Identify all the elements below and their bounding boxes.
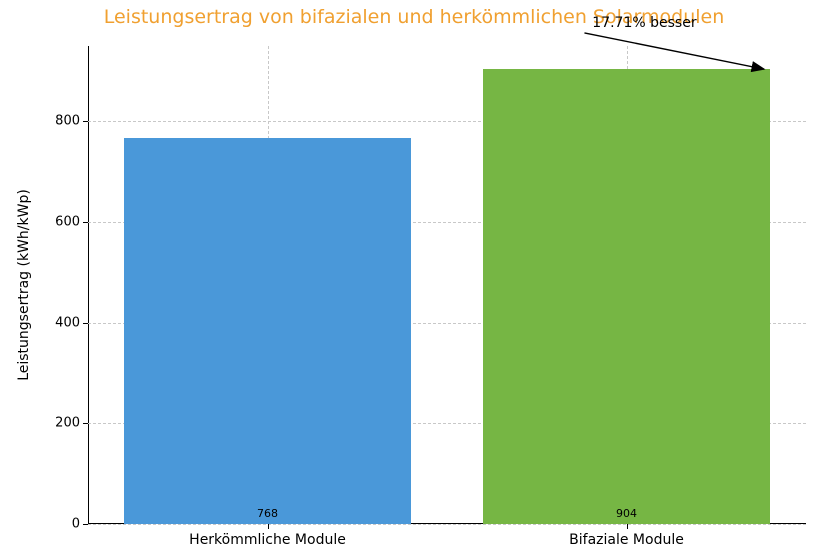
bar-value-label: 768 bbox=[257, 507, 278, 520]
y-tick-label: 800 bbox=[55, 114, 88, 129]
y-tick-label: 600 bbox=[55, 215, 88, 230]
chart-title: Leistungsertrag von bifazialen und herkö… bbox=[0, 6, 828, 28]
y-tick-label: 0 bbox=[72, 517, 88, 532]
y-tick-label: 200 bbox=[55, 416, 88, 431]
plot-area: 0200400600800Herkömmliche Module768Bifaz… bbox=[88, 46, 806, 524]
figure: Leistungsertrag von bifazialen und herkö… bbox=[0, 0, 828, 559]
x-tick-label: Herkömmliche Module bbox=[189, 524, 346, 548]
bar bbox=[124, 138, 411, 524]
y-tick-label: 400 bbox=[55, 315, 88, 330]
annotation-text: 17.71% besser bbox=[592, 15, 696, 31]
axis-spine-left bbox=[88, 46, 89, 524]
x-tick-label: Bifaziale Module bbox=[569, 524, 684, 548]
bar-value-label: 904 bbox=[616, 507, 637, 520]
y-axis-label: Leistungsertrag (kWh/kWp) bbox=[16, 189, 32, 381]
bar bbox=[483, 69, 770, 524]
